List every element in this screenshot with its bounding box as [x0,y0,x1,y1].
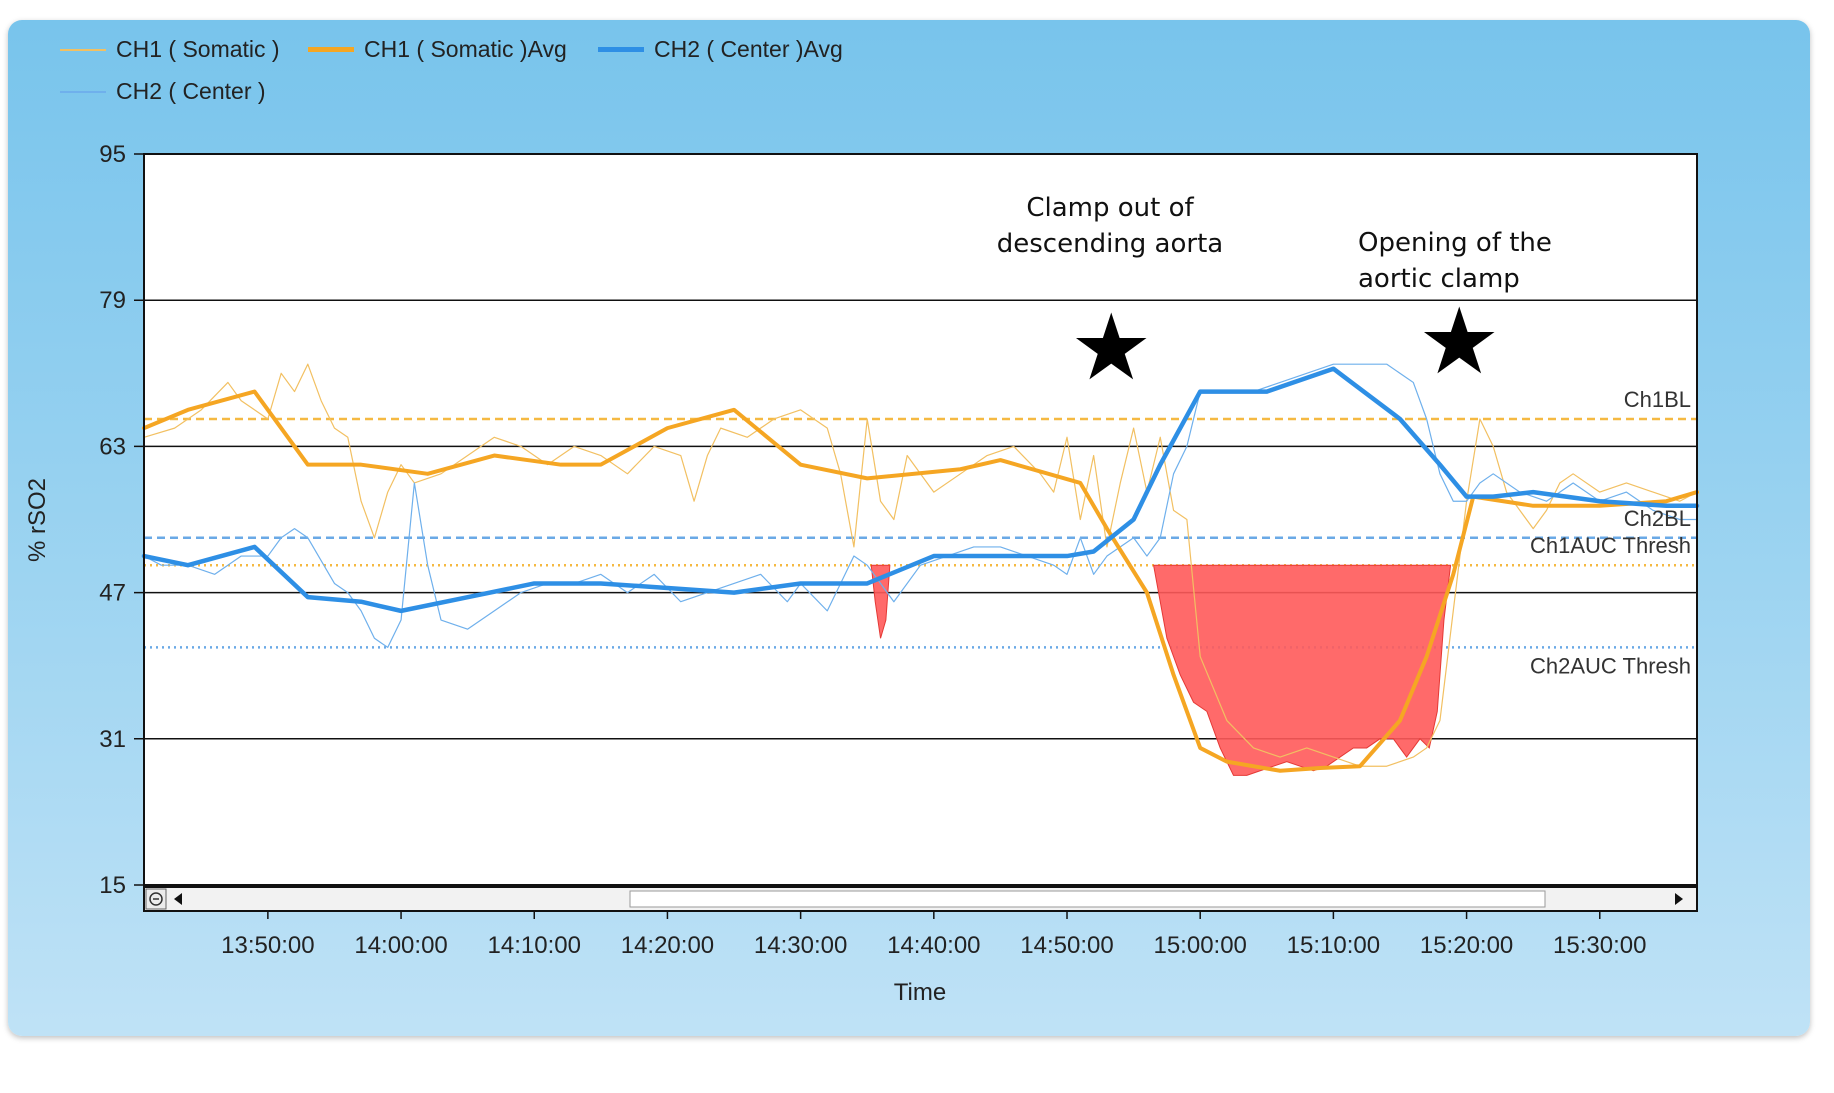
legend-label-ch2-center-avg: CH2 ( Center )Avg [654,36,843,62]
legend-item-ch2-center-avg: CH2 ( Center )Avg [598,36,843,63]
x-tick-label: 15:10:00 [1287,932,1380,959]
reference-line-label: Ch1AUC Thresh [1530,533,1691,558]
plot-area [144,154,1697,885]
reference-line-label: Ch2BL [1624,506,1691,531]
legend-swatch-ch1-somatic-avg [308,47,354,52]
y-tick-label: 47 [99,580,126,607]
legend-label-ch2-center: CH2 ( Center ) [116,78,266,104]
x-tick-label: 14:10:00 [488,932,581,959]
scrollbar-thumb [629,890,1546,908]
x-tick-label: 14:20:00 [621,932,714,959]
legend-item-ch2-center: CH2 ( Center ) [60,78,266,105]
series-line-ch2-center [143,363,1698,649]
reference-line-label: Ch2AUC Thresh [1530,653,1691,678]
series-line-ch1-somatic-avg [142,389,1699,773]
legend-swatch-ch1-somatic [60,48,106,51]
legend-label-ch1-somatic-avg: CH1 ( Somatic )Avg [364,36,567,62]
legend-swatch-ch2-center [60,90,106,93]
annotation-clamp-out: Clamp out of descending aorta [996,193,1224,259]
y-tick-label: 79 [99,287,126,314]
star-icon-opening-clamp: ★ [1418,291,1501,393]
zoom-reset-icon [149,892,163,906]
legend-item-ch1-somatic-avg: CH1 ( Somatic )Avg [308,36,567,63]
y-tick-label: 95 [99,141,126,168]
x-tick-label: 15:20:00 [1420,932,1513,959]
x-tick-label: 15:30:00 [1553,932,1646,959]
ch1-auc-region-small [870,564,891,639]
annotation-opening-clamp: Opening of the aortic clamp [1358,228,1552,294]
scroll-right-icon[interactable] [1675,893,1683,905]
star-icon-clamp-out: ★ [1070,297,1153,399]
x-tick-label: 15:00:00 [1153,932,1246,959]
x-tick-label: 14:40:00 [887,932,980,959]
y-tick-label: 63 [99,433,126,460]
series-line-ch2-center-avg [141,366,1700,614]
x-tick-label: 14:30:00 [754,932,847,959]
scroll-left-icon[interactable] [174,893,182,905]
x-tick-label: 14:00:00 [354,932,447,959]
chart-legend: CH1 ( Somatic ) CH1 ( Somatic )Avg CH2 (… [60,30,1160,110]
legend-item-ch1-somatic: CH1 ( Somatic ) [60,36,280,63]
y-axis-title: % rSO2 [24,478,51,562]
x-tick-label: 13:50:00 [221,932,314,959]
y-tick-label: 15 [99,872,126,899]
x-axis-title: Time [894,979,946,1006]
legend-label-ch1-somatic: CH1 ( Somatic ) [116,36,280,62]
legend-swatch-ch2-center-avg [598,47,644,52]
reference-line-label: Ch1BL [1624,387,1691,412]
plot-border [143,153,1698,886]
x-tick-label: 14:50:00 [1020,932,1113,959]
y-tick-label: 31 [99,726,126,753]
